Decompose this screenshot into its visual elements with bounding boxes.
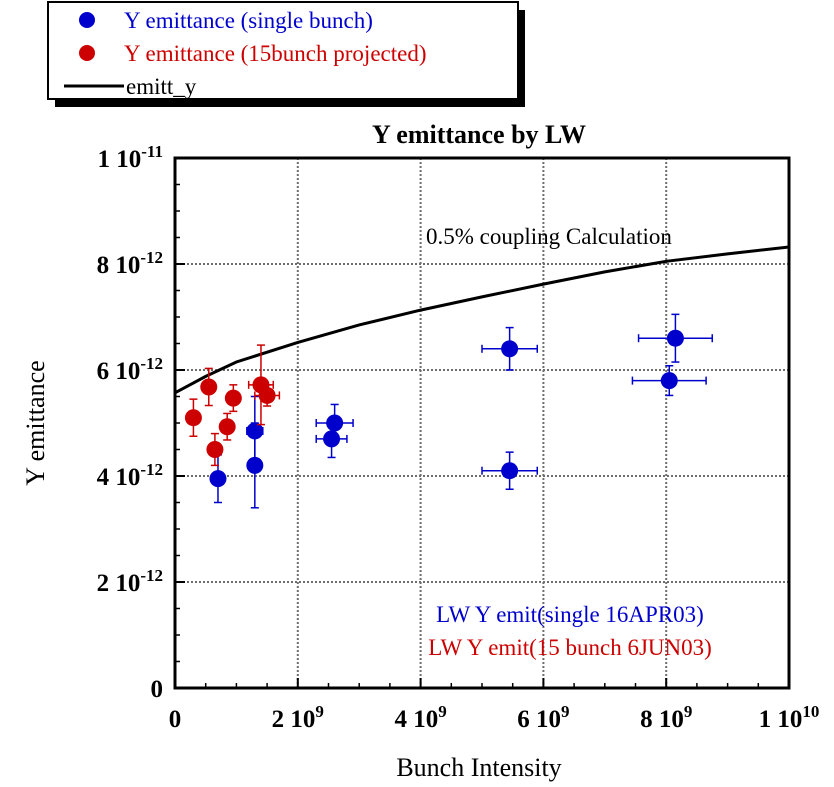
single-bunch-marker <box>323 430 341 448</box>
fifteen-bunch-marker <box>184 409 202 427</box>
emitt-y-curve-layer <box>174 245 790 395</box>
legend: Y emittance (single bunch) Y emittance (… <box>47 1 525 107</box>
annotation-15bunch-run: LW Y emit(15 bunch 6JUN03) <box>428 635 712 660</box>
single-bunch-data-point <box>246 395 264 467</box>
single-bunch-marker <box>501 462 519 480</box>
fifteen-bunch-data-point <box>184 398 202 437</box>
legend-label-single-bunch: Y emittance (single bunch) <box>124 8 373 33</box>
single-bunch-data-point <box>315 403 354 443</box>
axis-ticks <box>174 157 790 689</box>
single-bunch-marker <box>501 340 519 358</box>
fifteen-bunch-marker <box>218 418 236 436</box>
y-tick-label: 4 10-12 <box>97 460 163 491</box>
single-bunch-data-point <box>481 451 539 490</box>
single-bunch-data-point <box>631 365 707 397</box>
grid <box>175 158 789 688</box>
x-tick-label: 0 <box>169 706 182 733</box>
fifteen-bunch-marker <box>200 378 218 396</box>
fifteen-bunch-data-point <box>218 412 236 441</box>
x-tick-label: 2 109 <box>272 702 324 733</box>
annotation-coupling-calculation: 0.5% coupling Calculation <box>426 224 672 249</box>
x-tick-label: 1 1010 <box>759 702 820 733</box>
x-tick-label: 8 109 <box>640 702 692 733</box>
legend-label-15bunch: Y emittance (15bunch projected) <box>124 41 427 66</box>
y-tick-label: 1 10-11 <box>98 142 163 173</box>
y-tick-label: 6 10-12 <box>97 354 163 385</box>
fifteen-bunch-marker <box>224 389 242 407</box>
chart-title: Y emittance by LW <box>372 120 586 149</box>
legend-marker-15bunch <box>79 45 95 61</box>
single-bunch-marker <box>326 414 344 432</box>
single-bunch-marker <box>666 329 684 347</box>
x-tick-label: 4 109 <box>394 702 446 733</box>
emitt-y-curve <box>174 245 790 395</box>
fifteen-bunch-data-point <box>254 384 281 407</box>
tick-labels: 0 2 109 4 109 6 109 8 109 1 1010 0 2 10-12 4 10-… <box>97 142 820 733</box>
single-bunch-marker <box>246 422 264 440</box>
x-axis-label: Bunch Intensity <box>396 753 561 782</box>
single-bunch-marker <box>209 470 227 488</box>
fifteen-bunch-marker <box>258 386 276 404</box>
legend-marker-single-bunch <box>79 12 95 28</box>
single-bunch-data-point <box>637 313 713 363</box>
single-bunch-marker <box>660 372 678 390</box>
x-tick-label: 6 109 <box>517 702 569 733</box>
legend-box <box>47 1 519 100</box>
y-tick-label: 2 10-12 <box>97 566 163 597</box>
y-tick-label: 8 10-12 <box>97 248 163 279</box>
fifteen-bunch-data-point <box>200 367 218 407</box>
y-axis-label: Y emittance <box>21 360 50 485</box>
fifteen-bunch-marker <box>206 441 224 458</box>
data-points-layer <box>184 313 713 509</box>
fifteen-bunch-data-point <box>206 432 224 467</box>
legend-label-emitt-y: emitt_y <box>126 74 197 99</box>
y-tick-label: 0 <box>151 676 164 703</box>
fifteen-bunch-data-point <box>224 384 242 413</box>
single-bunch-data-point <box>481 326 539 371</box>
single-bunch-data-point <box>209 454 227 504</box>
annotation-single-run: LW Y emit(single 16APR03) <box>436 602 704 627</box>
